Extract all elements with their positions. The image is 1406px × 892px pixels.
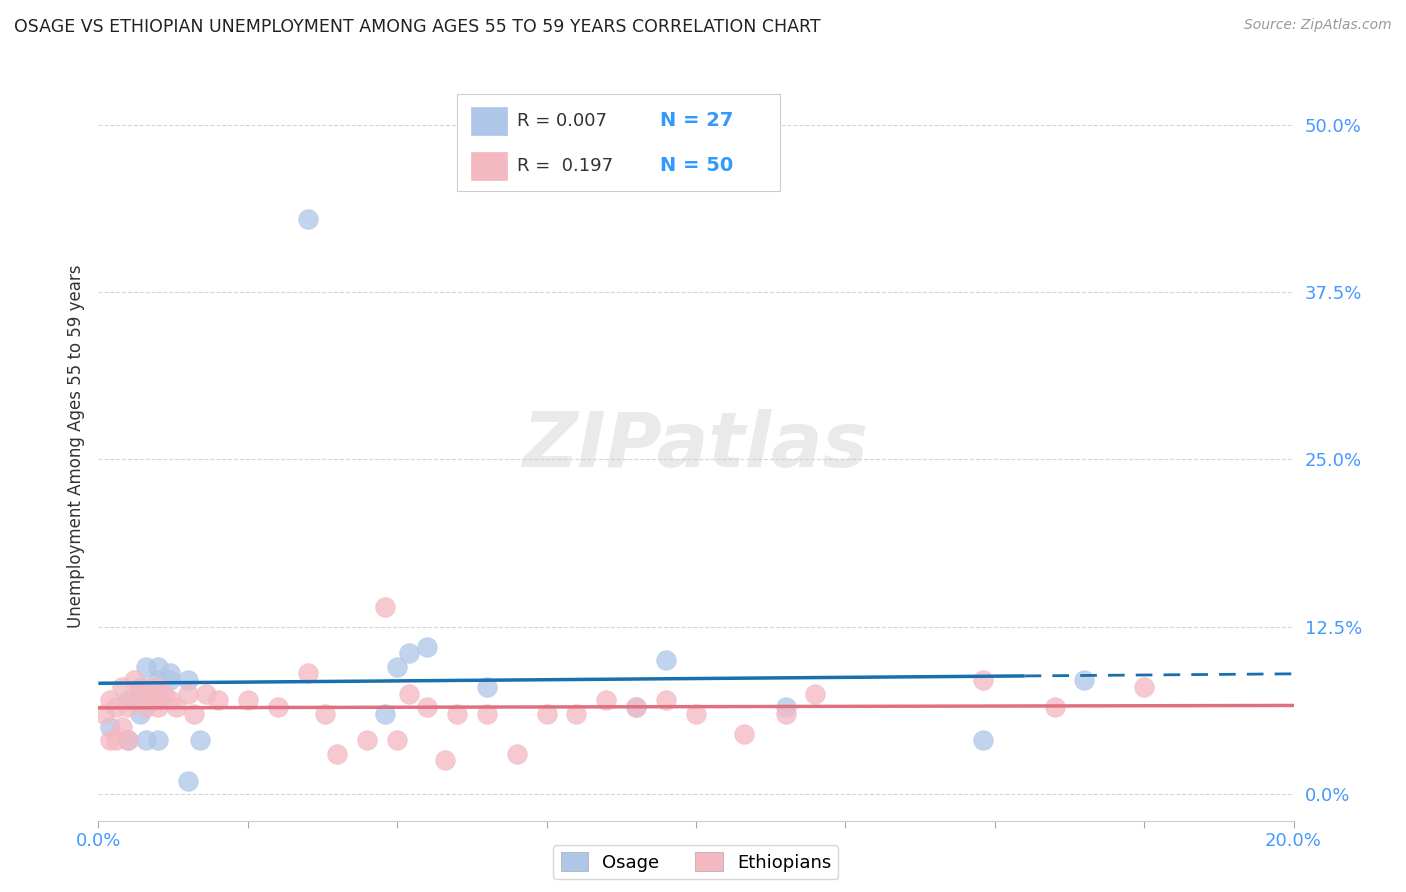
Point	[1073, 673, 1095, 688]
Point	[374, 706, 396, 721]
Point	[129, 687, 152, 701]
Legend: Osage, Ethiopians: Osage, Ethiopians	[554, 846, 838, 879]
Point	[148, 660, 170, 674]
Point	[315, 706, 337, 721]
Point	[98, 720, 122, 734]
Point	[135, 733, 157, 747]
Point	[105, 733, 128, 747]
Point	[326, 747, 349, 761]
Point	[195, 687, 218, 701]
Point	[416, 640, 439, 654]
Text: Source: ZipAtlas.com: Source: ZipAtlas.com	[1244, 18, 1392, 32]
Point	[416, 699, 439, 714]
Point	[129, 680, 152, 694]
Point	[135, 699, 157, 714]
Point	[626, 699, 648, 714]
Point	[1043, 699, 1066, 714]
Point	[297, 211, 319, 226]
Point	[153, 687, 176, 701]
Point	[972, 733, 994, 747]
Point	[165, 699, 187, 714]
Point	[177, 773, 200, 788]
Point	[374, 599, 396, 614]
Point	[98, 733, 122, 747]
Point	[506, 747, 529, 761]
Point	[93, 706, 115, 721]
Point	[385, 660, 409, 674]
Point	[129, 706, 152, 721]
Point	[595, 693, 617, 707]
Point	[159, 693, 181, 707]
Point	[626, 699, 648, 714]
Point	[565, 706, 588, 721]
Point	[1133, 680, 1156, 694]
Point	[135, 680, 157, 694]
FancyBboxPatch shape	[457, 94, 780, 191]
Point	[148, 699, 170, 714]
Point	[117, 733, 139, 747]
Text: N = 27: N = 27	[661, 112, 734, 130]
Point	[177, 687, 200, 701]
Point	[775, 699, 797, 714]
Point	[124, 693, 146, 707]
Point	[446, 706, 468, 721]
Point	[655, 653, 678, 667]
Text: N = 50: N = 50	[661, 156, 734, 175]
Point	[135, 660, 157, 674]
Point	[267, 699, 290, 714]
Point	[148, 733, 170, 747]
Point	[177, 673, 200, 688]
Point	[159, 673, 181, 688]
FancyBboxPatch shape	[471, 152, 508, 180]
Point	[972, 673, 994, 688]
Y-axis label: Unemployment Among Ages 55 to 59 years: Unemployment Among Ages 55 to 59 years	[66, 264, 84, 628]
Point	[148, 693, 170, 707]
Point	[207, 693, 229, 707]
Point	[159, 666, 181, 681]
Point	[775, 706, 797, 721]
Point	[475, 680, 498, 694]
Point	[475, 706, 498, 721]
Point	[398, 646, 420, 660]
Point	[188, 733, 211, 747]
Text: OSAGE VS ETHIOPIAN UNEMPLOYMENT AMONG AGES 55 TO 59 YEARS CORRELATION CHART: OSAGE VS ETHIOPIAN UNEMPLOYMENT AMONG AG…	[14, 18, 821, 36]
Point	[98, 693, 122, 707]
Point	[183, 706, 205, 721]
Point	[148, 680, 170, 694]
Text: ZIPatlas: ZIPatlas	[523, 409, 869, 483]
FancyBboxPatch shape	[471, 106, 508, 135]
Point	[536, 706, 558, 721]
Point	[385, 733, 409, 747]
Text: R = 0.007: R = 0.007	[517, 112, 607, 130]
Text: R =  0.197: R = 0.197	[517, 157, 613, 175]
Point	[685, 706, 707, 721]
Point	[733, 726, 755, 740]
Point	[111, 680, 134, 694]
Point	[117, 733, 139, 747]
Point	[434, 753, 457, 767]
Point	[124, 673, 146, 688]
Point	[297, 666, 319, 681]
Point	[236, 693, 259, 707]
Point	[141, 693, 163, 707]
Point	[804, 687, 827, 701]
Point	[398, 687, 420, 701]
Point	[148, 673, 170, 688]
Point	[655, 693, 678, 707]
Point	[117, 699, 139, 714]
Point	[111, 720, 134, 734]
Point	[117, 693, 139, 707]
Point	[105, 699, 128, 714]
Point	[356, 733, 378, 747]
